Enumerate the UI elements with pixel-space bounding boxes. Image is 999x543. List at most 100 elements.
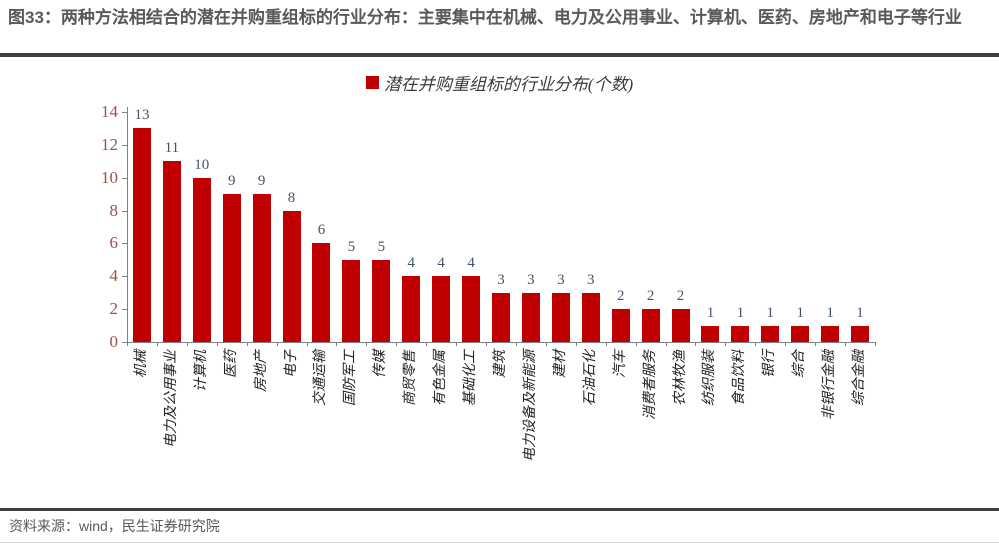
x-axis-tick [785,342,787,346]
bar [282,210,301,342]
title-divider [0,53,999,57]
bar [611,309,630,342]
source-note: 资料来源：wind，民生证券研究院 [9,518,220,534]
bar [671,309,690,342]
category-label: 电子 [283,350,299,378]
x-axis-tick [456,342,458,346]
bar [851,325,870,342]
figure-title: 图33：两种方法相结合的潜在并购重组标的行业分布：主要集中在机械、电力及公用事业… [8,8,962,27]
x-axis-tick [486,342,488,346]
category-label: 纺织服装 [702,350,718,406]
category-label: 机械 [133,350,149,378]
bar-value-label: 1 [766,304,775,321]
bar [492,292,510,342]
y-axis-tick-label: 2 [109,299,119,319]
category-label: 国防军工 [343,350,359,406]
legend-swatch-icon [365,76,379,89]
bar-value-label: 3 [527,271,535,288]
bar [222,194,241,342]
x-axis-tick [575,342,577,346]
bar-value-label: 3 [557,271,565,288]
bar-value-label: 9 [257,173,266,190]
category-label: 交通运输 [313,350,329,406]
category-label: 商贸零售 [403,350,419,406]
bar-value-label: 2 [646,288,655,305]
category-label: 非银行金融 [822,350,838,420]
bar [521,292,540,342]
y-axis-tick-label: 12 [101,134,118,154]
x-axis-tick [665,342,667,346]
y-axis-tick-label: 8 [109,200,119,220]
bar [372,259,391,342]
bar-value-label: 3 [497,271,505,288]
bar [162,161,181,342]
x-axis-tick [186,342,188,346]
bar-value-label: 4 [407,255,415,272]
legend-label: 潜在并购重组标的行业分布(个数) [383,75,634,94]
x-axis-tick [426,342,428,346]
y-axis-tick [122,342,127,343]
x-axis-tick [515,342,517,346]
x-axis-tick [635,342,637,346]
bar-value-label: 9 [227,173,236,190]
category-label: 农林牧渔 [672,350,688,406]
x-axis-line [127,342,875,343]
bar [791,325,810,342]
bar [551,292,570,342]
category-label: 石油石化 [582,350,598,406]
bar [731,325,750,342]
y-axis-line [127,107,128,342]
category-label: 房地产 [253,350,269,392]
bar [192,177,211,342]
bar-value-label: 10 [194,156,210,173]
bar-value-label: 8 [287,189,296,206]
y-axis-tick-label: 0 [109,332,119,351]
chart-legend: 潜在并购重组标的行业分布(个数) [0,70,999,95]
bar-value-label: 1 [706,304,715,321]
category-label: 医药 [223,350,239,378]
bar-value-label: 13 [134,107,150,124]
x-axis-tick [246,342,248,346]
bar-value-label: 5 [377,238,386,255]
bar [252,194,271,342]
bar-value-label: 2 [616,288,625,305]
y-axis-tick-label: 10 [101,167,118,187]
y-axis-tick [122,177,127,179]
y-axis-tick [122,309,127,311]
category-label: 综合 [792,350,808,378]
category-label: 食品饮料 [732,350,748,406]
y-axis-tick [122,210,127,212]
category-label: 汽车 [612,350,628,378]
x-axis-tick [755,342,757,346]
x-axis-tick [336,342,338,346]
y-axis-tick-label: 14 [101,102,118,121]
x-axis-tick [695,342,697,346]
category-label: 消费者服务 [642,350,658,420]
bar-value-label: 6 [317,222,326,239]
bar [432,276,451,342]
y-axis-tick [122,276,127,278]
bar [312,243,331,342]
y-axis-tick [122,243,127,245]
category-label: 电力设备及新能源 [522,350,538,462]
category-label: 有色金属 [433,350,449,406]
x-axis-tick [845,342,847,346]
bar-value-label: 1 [826,304,834,321]
x-axis-tick [545,342,547,346]
x-axis-tick [396,342,398,346]
bar-value-label: 5 [347,238,356,255]
x-axis-tick [127,342,128,346]
category-label: 电力及公用事业 [163,350,179,448]
x-axis-tick [875,342,876,346]
x-axis-tick [605,342,607,346]
y-axis-tick-label: 6 [109,233,119,253]
x-axis-tick [366,342,368,346]
bar-value-label: 2 [676,288,685,305]
bar [761,325,780,342]
category-label: 建材 [552,350,568,378]
y-axis-tick-label: 4 [109,266,119,286]
category-label: 传媒 [373,350,389,378]
bar [581,292,600,342]
